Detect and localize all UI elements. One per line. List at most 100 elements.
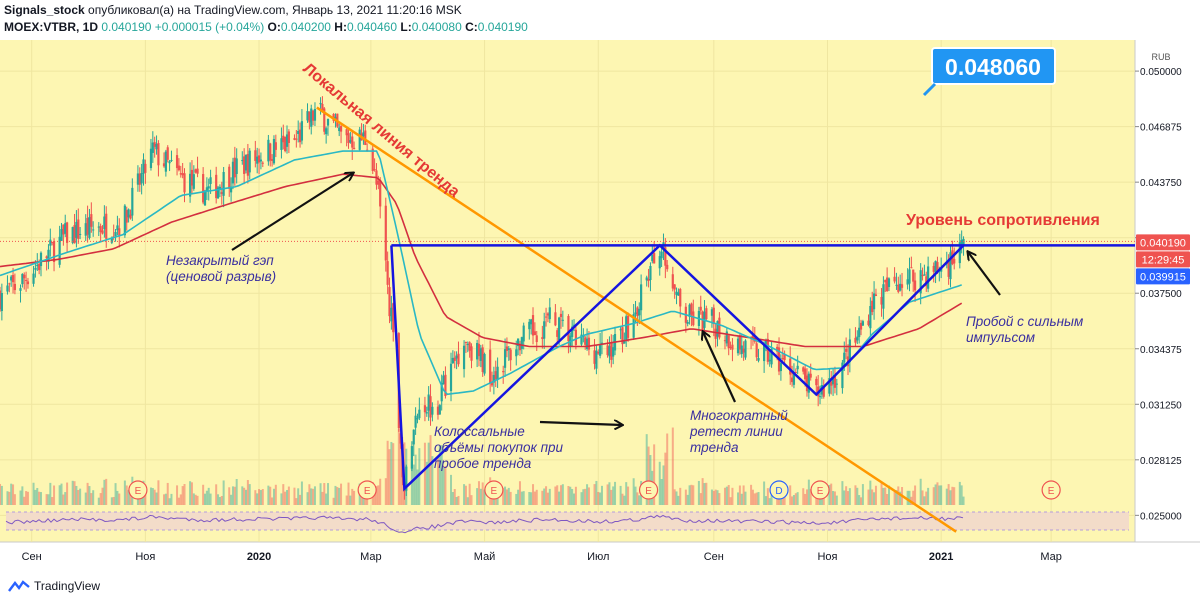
volume-bar [794,493,797,505]
candle-body [86,217,89,235]
candle-body [0,293,3,312]
candle-body [638,309,641,316]
volume-bar [233,486,236,505]
candle-body [675,291,678,295]
breakout-arrow [968,252,1001,296]
volume-bar [796,492,799,505]
volume-bar [26,491,29,505]
volume-bar [874,485,877,505]
volume-bar [345,495,348,505]
volume-bar [625,482,628,505]
candle-body [442,375,445,385]
candle-body [714,328,717,339]
candle-body [453,357,456,361]
candle-body [686,321,689,324]
candle-body [466,344,469,346]
volume-bar [887,485,890,505]
volume-bar [947,484,950,505]
candle-body [632,314,635,338]
volume-bar [791,496,794,505]
volume-bar [286,490,289,505]
candle-body [205,187,208,191]
volume-bar [222,480,225,505]
candle-body [425,412,428,414]
volume-bar [569,486,572,505]
candle-body [298,129,302,143]
volume-bar [228,487,231,505]
volume-bar [123,480,126,505]
candle-body [699,306,702,311]
candle-body [887,278,891,287]
time-tick-label: 2021 [929,551,953,563]
candle-body [958,242,961,264]
candle-body [729,346,732,348]
candle-body [677,292,680,296]
volume-bar [377,485,380,505]
candle-body [105,213,108,239]
annotation-arrows [231,173,1001,425]
volume-bar [112,496,115,505]
volume-bar [649,455,652,505]
candle-body [731,344,734,350]
volume-bar [751,489,754,505]
candle-body [414,415,417,428]
volume-bar [463,484,466,505]
candle-body [451,357,454,364]
candle-body [287,131,290,143]
volume-bar [181,486,184,505]
symbol-label[interactable]: MOEX:VTBR, 1D [4,20,99,34]
candle-body [293,138,296,140]
candle-body [116,225,119,231]
candle-body [149,148,153,169]
time-tick-label: 2020 [247,551,271,563]
brand-name[interactable]: TradingView [34,579,101,593]
volume-bar [58,485,61,505]
volume-bar [327,483,330,505]
volume-bar [712,490,715,505]
volume-bar [427,442,430,505]
pattern-line[interactable] [390,243,965,492]
price-tick-label: 0.043750 [1140,178,1182,189]
candle-body [517,338,520,347]
volume-bar [353,490,356,505]
candle-body [312,110,315,121]
candle-body [49,239,52,246]
volume-bar [151,488,154,505]
price-tag-box [1136,234,1190,251]
volume-bar [574,486,577,505]
candle-body [313,109,317,121]
candle-body [231,161,235,184]
candle-body [88,217,91,238]
volume-bar [442,467,445,505]
candle-body [388,287,391,317]
candle-body [36,264,39,267]
candle-body [92,229,95,231]
breakout-label-line2: импульсом [966,330,1035,345]
volume-bar [906,490,909,505]
candle-body [39,252,43,267]
candle-body [861,321,864,326]
author-name[interactable]: Signals_stock [4,3,85,17]
volume-bar [230,494,233,505]
candle-body [11,275,15,283]
candle-body [144,163,147,173]
big-price-label-text: 0.048060 [945,54,1041,80]
candle-body [194,169,197,173]
event-marker-circle [484,480,504,500]
price-tag-text: 0.040190 [1140,237,1186,249]
candle-body [781,358,784,360]
volume-bar [79,488,82,505]
volume-bar [336,487,339,505]
volume-bar [742,485,745,505]
trend-line[interactable] [316,106,957,533]
volume-bar [64,492,67,505]
candle-body [97,226,100,228]
candle-body [543,321,546,339]
big-price-label-pointer [922,82,937,97]
volume-bar [504,486,507,505]
price-tick-label: 0.028125 [1140,456,1182,467]
published-text: опубликовал(а) на TradingView.com, Январ… [88,3,462,17]
big-price-label: 0.048060 [922,47,1056,97]
candle-body [802,367,805,372]
